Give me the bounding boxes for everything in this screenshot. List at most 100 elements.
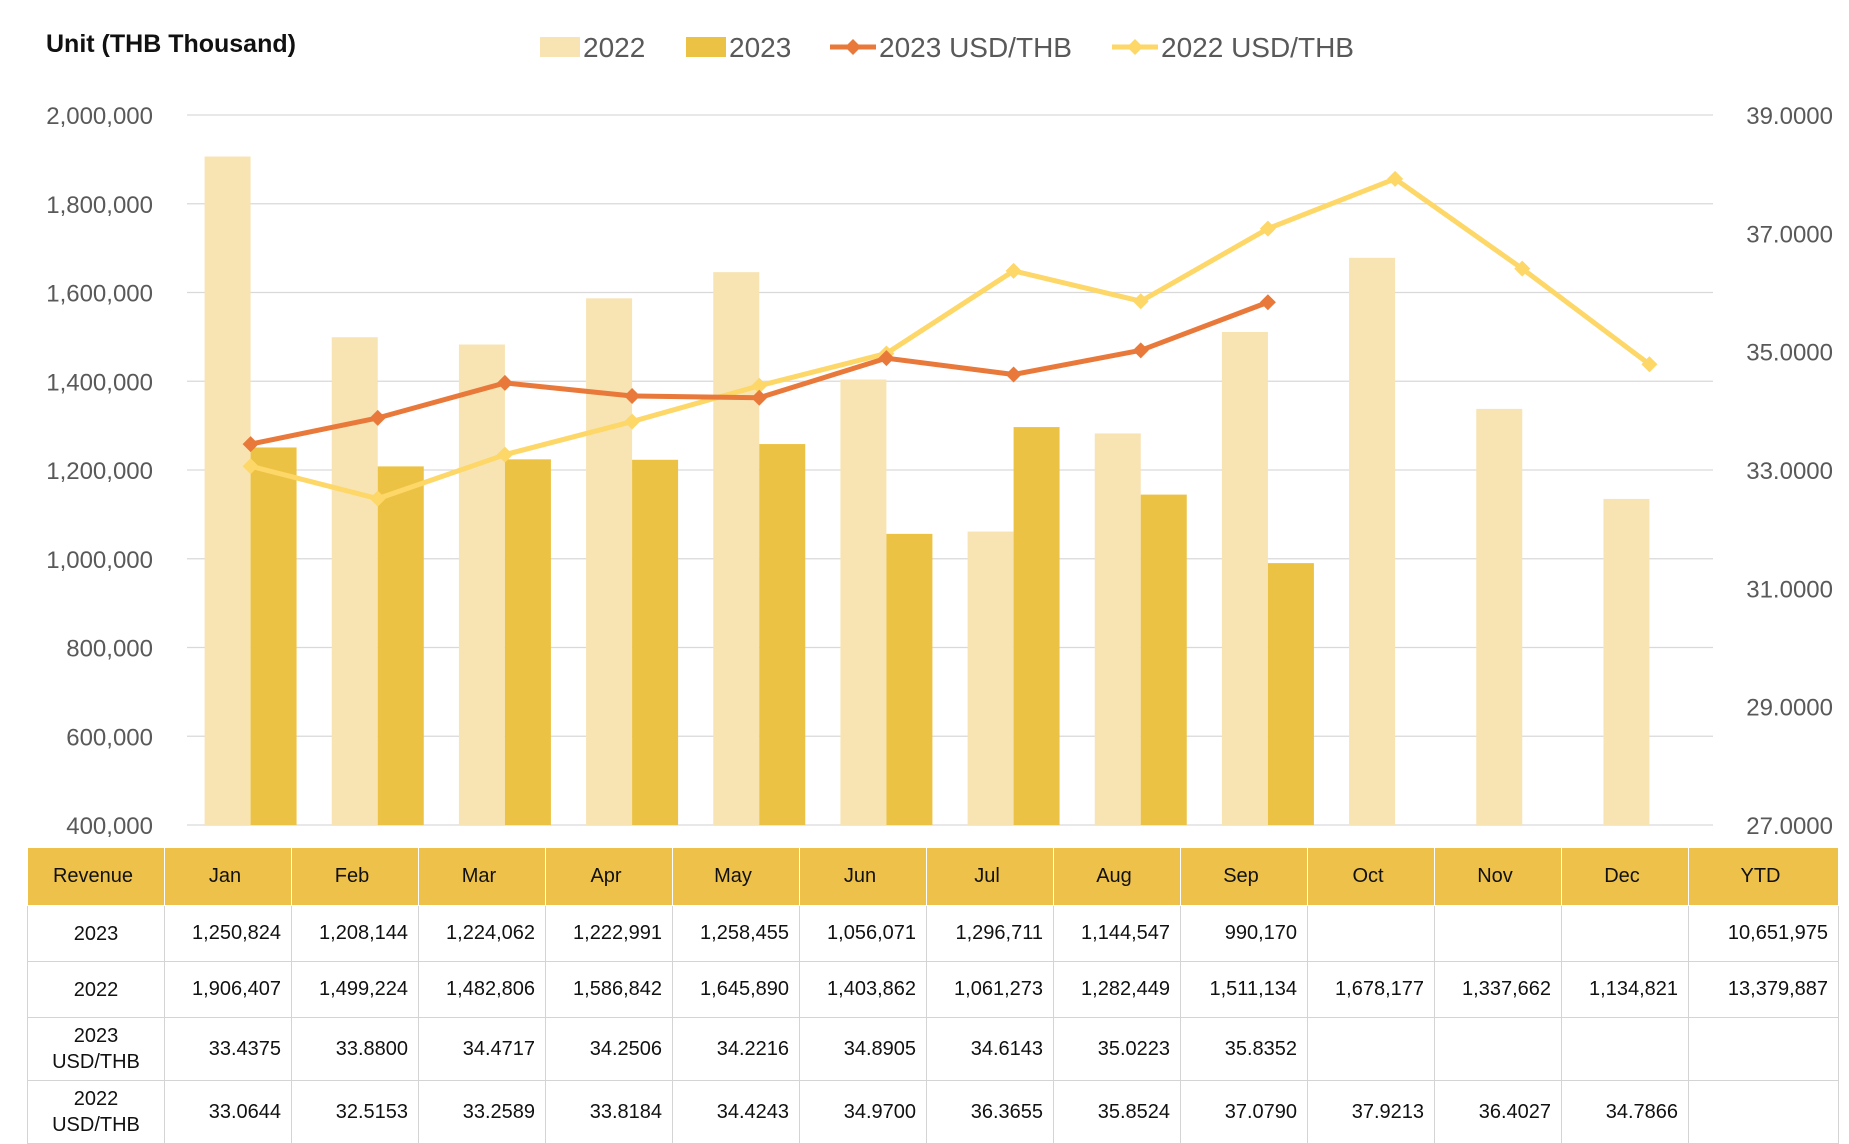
table-row-label: 2023 USD/THB [27, 1017, 165, 1081]
table-header-jan: Jan [164, 847, 292, 906]
table-cell: 34.9700 [799, 1080, 927, 1144]
gridlines [187, 114, 1713, 826]
table-cell: 33.2589 [418, 1080, 546, 1144]
table-cell [1434, 905, 1562, 962]
table-cell [1561, 905, 1689, 962]
table-cell: 1,224,062 [418, 905, 546, 962]
table-cell: 1,144,547 [1053, 905, 1181, 962]
bar-2023-jul [1013, 427, 1060, 825]
table-header-may: May [672, 847, 800, 906]
table-row: 2023 1,250,824 1,208,144 1,224,062 1,222,991… [27, 905, 1839, 962]
table-cell [1434, 1017, 1562, 1081]
table-cell: 1,586,842 [545, 961, 673, 1018]
table-cell: 35.0223 [1053, 1017, 1181, 1081]
y-left-tick-label: 1,000,000 [46, 547, 153, 574]
table-cell: 1,061,273 [926, 961, 1054, 1018]
table-cell: 1,906,407 [164, 961, 292, 1018]
bar-2022-may [713, 272, 760, 825]
data-table: Revenue Jan Feb Mar Apr May Jun Jul Aug Sep Oct Nov… [27, 847, 1839, 1144]
point-2023-usd-thb-mar [496, 374, 513, 391]
y-right-tick-label: 33.0000 [1746, 458, 1833, 485]
bar-2022-jun [840, 379, 887, 825]
table-cell: 34.6143 [926, 1017, 1054, 1081]
line-2022-usd-thb [249, 176, 1651, 502]
y-left-tick-label: 2,000,000 [46, 103, 153, 130]
bar-2023-sep [1267, 563, 1314, 825]
combo-chart: 400,000 600,000 800,000 1,000,000 1,200,000 1… [46, 32, 1833, 840]
table-header-oct: Oct [1307, 847, 1435, 906]
point-2022-usd-thb-apr [624, 413, 641, 430]
y-right-tick-label: 39.0000 [1746, 103, 1833, 130]
bar-2022-dec [1603, 498, 1650, 825]
table-cell: 1,482,806 [418, 961, 546, 1018]
table-cell: 32.5153 [291, 1080, 419, 1144]
point-2022-usd-thb-feb [369, 490, 386, 507]
table-cell: 1,296,711 [926, 905, 1054, 962]
legend: 2022 2023 2023 USD/THB 2022 USD/THB [540, 32, 1354, 63]
table-cell: 1,134,821 [1561, 961, 1689, 1018]
table-cell: 34.8905 [799, 1017, 927, 1081]
point-2023-usd-thb-apr [624, 388, 641, 405]
y-left-tick-label: 1,400,000 [46, 369, 153, 396]
bar-2023-mar [504, 459, 551, 825]
table-cell: 34.2216 [672, 1017, 800, 1081]
bar-2022-nov [1476, 408, 1523, 825]
table-header-revenue: Revenue [27, 847, 165, 906]
table-cell: 13,379,887 [1688, 961, 1839, 1018]
table-header-feb: Feb [291, 847, 419, 906]
table-header-nov: Nov [1434, 847, 1562, 906]
table-cell: 34.4243 [672, 1080, 800, 1144]
bar-2022-mar [458, 344, 505, 825]
point-2023-usd-thb-may [751, 389, 768, 406]
y-left-tick-label: 1,800,000 [46, 192, 153, 219]
table-header-mar: Mar [418, 847, 546, 906]
point-2022-usd-thb-nov [1514, 260, 1531, 277]
table-cell: 36.3655 [926, 1080, 1054, 1144]
y-left-tick-label: 600,000 [66, 724, 153, 751]
table-cell: 1,222,991 [545, 905, 673, 962]
bar-2022-jan [204, 156, 251, 826]
bar-2022-sep [1221, 331, 1268, 825]
table-row: 2022 1,906,407 1,499,224 1,482,806 1,586,842… [27, 961, 1839, 1018]
table-cell: 34.2506 [545, 1017, 673, 1081]
point-2022-usd-thb-aug [1132, 293, 1149, 310]
point-2023-usd-thb-jul [1005, 366, 1022, 383]
table-header-sep: Sep [1180, 847, 1308, 906]
table-cell: 10,651,975 [1688, 905, 1839, 962]
y-left-tick-label: 400,000 [66, 813, 153, 840]
lines [242, 170, 1658, 507]
bar-2022-aug [1094, 433, 1141, 825]
y-left-tick-label: 1,200,000 [46, 458, 153, 485]
legend-marker-2023-usd-thb [845, 39, 861, 55]
point-2022-usd-thb-may [751, 377, 768, 394]
table-cell: 1,511,134 [1180, 961, 1308, 1018]
table-cell: 1,258,455 [672, 905, 800, 962]
table-cell: 37.9213 [1307, 1080, 1435, 1144]
point-2022-usd-thb-jul [1005, 262, 1022, 279]
point-2022-usd-thb-mar [496, 446, 513, 463]
table-header-apr: Apr [545, 847, 673, 906]
table-cell: 1,208,144 [291, 905, 419, 962]
point-2023-usd-thb-aug [1132, 342, 1149, 359]
point-2022-usd-thb-oct [1387, 170, 1404, 187]
table-cell: 35.8524 [1053, 1080, 1181, 1144]
point-2023-usd-thb-jan [242, 436, 259, 453]
table-row-label: 2022 USD/THB [27, 1080, 165, 1144]
bar-2023-apr [632, 459, 679, 825]
legend-label-2022-usd-thb: 2022 USD/THB [1161, 32, 1354, 63]
bars [204, 156, 1650, 826]
table-cell: 36.4027 [1434, 1080, 1562, 1144]
y-left-tick-label: 1,600,000 [46, 281, 153, 308]
unit-label: Unit (THB Thousand) [46, 30, 296, 58]
axis-labels: 400,000 600,000 800,000 1,000,000 1,200,000 1… [46, 103, 1833, 840]
point-2023-usd-thb-jun [878, 350, 895, 367]
bar-2023-feb [377, 466, 424, 825]
point-2022-usd-thb-sep [1259, 220, 1276, 237]
table-row: 2023 USD/THB 33.4375 33.8800 34.4717 34.2506 3… [27, 1017, 1839, 1081]
table-cell [1307, 1017, 1435, 1081]
table-cell: 33.4375 [164, 1017, 292, 1081]
table-cell: 33.0644 [164, 1080, 292, 1144]
table-header-ytd: YTD [1688, 847, 1839, 906]
table-cell: 990,170 [1180, 905, 1308, 962]
bar-2023-jan [250, 447, 297, 825]
